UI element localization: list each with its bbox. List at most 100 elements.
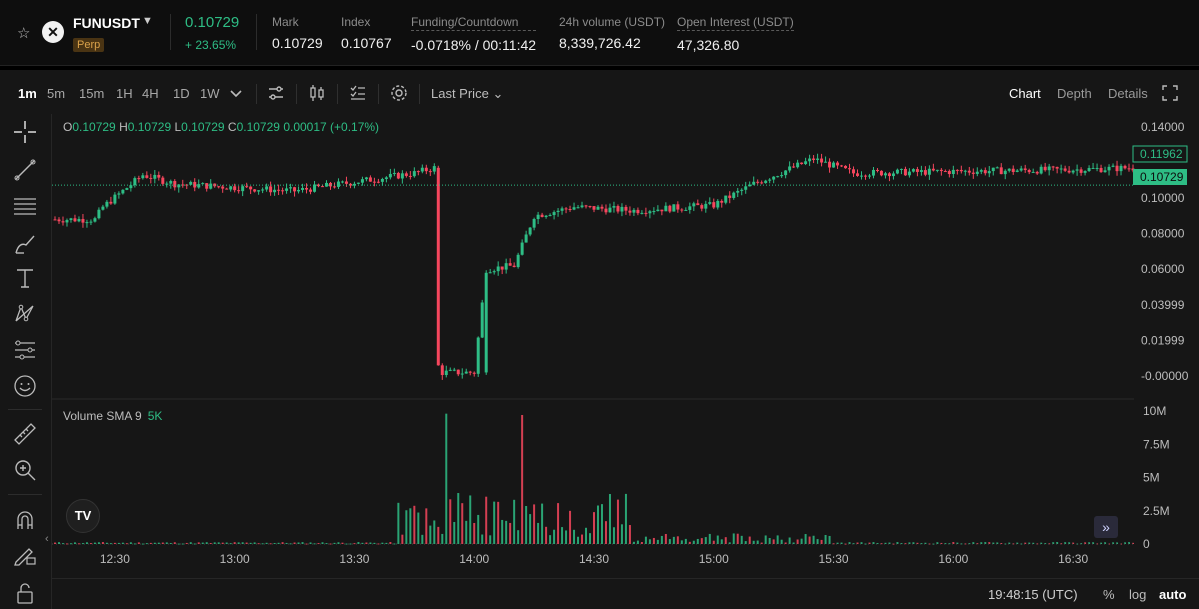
volume-bar bbox=[361, 542, 364, 544]
time-tick-label: 13:00 bbox=[220, 552, 250, 566]
candle-body bbox=[672, 204, 676, 212]
volume-bar bbox=[964, 543, 967, 545]
scroll-to-realtime-button[interactable]: » bbox=[1094, 516, 1118, 538]
price-chart[interactable]: 0.14000 0.10000 0.08000 0.06000 0.03999 0.019… bbox=[0, 114, 1199, 578]
pattern-icon[interactable] bbox=[12, 301, 38, 327]
tradingview-logo[interactable]: TV bbox=[66, 499, 100, 533]
favorite-star-icon[interactable]: ☆ bbox=[17, 25, 31, 42]
symbol-name[interactable]: FUNUSDT bbox=[73, 15, 140, 31]
candle-body bbox=[289, 187, 293, 189]
horizontal-lines-icon[interactable] bbox=[12, 193, 38, 219]
volume-bar bbox=[125, 543, 128, 545]
stat-open-interest[interactable]: Open Interest (USDT) 47,326.80 bbox=[677, 15, 794, 53]
price-source-select[interactable]: Last Price ⌄ bbox=[431, 86, 503, 102]
trend-line-icon[interactable] bbox=[12, 157, 38, 183]
candle-body bbox=[1087, 168, 1091, 172]
volume-bar bbox=[896, 542, 899, 544]
timeframe-1d[interactable]: 1D bbox=[173, 86, 190, 101]
ohlc-open-key: O bbox=[63, 120, 73, 134]
unlock-icon[interactable] bbox=[12, 580, 38, 606]
percent-scale-toggle[interactable]: % bbox=[1103, 587, 1115, 602]
volume-bar bbox=[1104, 542, 1107, 544]
volume-bar bbox=[656, 539, 659, 544]
volume-bar bbox=[89, 543, 92, 545]
candle-body bbox=[169, 181, 173, 184]
candle-body bbox=[867, 175, 871, 177]
volume-bar bbox=[145, 543, 148, 545]
volume-bar bbox=[912, 542, 915, 544]
candle-body bbox=[1019, 168, 1023, 171]
collapse-sidebar-icon[interactable]: ‹ bbox=[45, 533, 49, 545]
tab-details[interactable]: Details bbox=[1108, 86, 1148, 101]
volume-bar bbox=[984, 542, 987, 544]
volume-bar bbox=[593, 512, 595, 544]
volume-bar bbox=[217, 542, 220, 544]
volume-bar bbox=[1076, 543, 1079, 545]
prediction-icon[interactable] bbox=[12, 337, 38, 363]
candle-body bbox=[261, 189, 265, 191]
tab-chart[interactable]: Chart bbox=[1009, 86, 1041, 101]
ohlc-close: 0.10729 bbox=[236, 120, 280, 134]
stat-label: Index bbox=[341, 15, 371, 29]
text-tool-icon[interactable] bbox=[12, 265, 38, 291]
indicators-icon[interactable] bbox=[266, 83, 286, 103]
emoji-icon[interactable] bbox=[12, 373, 38, 399]
volume-bar bbox=[712, 540, 715, 544]
candle-body bbox=[137, 178, 141, 180]
candle-body bbox=[943, 171, 947, 173]
toolbar-separator bbox=[419, 84, 420, 104]
volume-bar bbox=[960, 543, 963, 545]
candle-body bbox=[696, 203, 700, 206]
drawing-tools-sidebar bbox=[0, 114, 52, 609]
volume-bar bbox=[57, 542, 60, 544]
more-timeframes-chevron-icon[interactable] bbox=[226, 83, 246, 103]
volume-bar bbox=[1088, 542, 1091, 544]
volume-bar bbox=[385, 542, 388, 544]
brush-icon[interactable] bbox=[12, 231, 38, 257]
candle-body bbox=[384, 177, 388, 180]
volume-bar bbox=[952, 542, 955, 544]
candle-body bbox=[624, 206, 628, 211]
volume-bar bbox=[864, 543, 867, 545]
magnet-icon[interactable] bbox=[12, 507, 38, 533]
volume-bar bbox=[73, 542, 76, 544]
volume-bar bbox=[161, 542, 164, 544]
volume-bar bbox=[1052, 542, 1055, 544]
candle-body bbox=[700, 205, 704, 209]
candle-body bbox=[716, 200, 720, 208]
ohlc-open: 0.10729 bbox=[72, 120, 116, 134]
fullscreen-icon[interactable] bbox=[1160, 83, 1180, 103]
ruler-icon[interactable] bbox=[12, 421, 38, 447]
timeframe-1w[interactable]: 1W bbox=[200, 86, 220, 101]
candle-body bbox=[428, 171, 432, 173]
volume-bar bbox=[664, 533, 667, 544]
volume-bar bbox=[816, 539, 819, 544]
log-scale-toggle[interactable]: log bbox=[1129, 587, 1147, 602]
candle-body bbox=[257, 190, 261, 192]
timeframe-15m[interactable]: 15m bbox=[79, 86, 105, 101]
timeframe-4h[interactable]: 4H bbox=[142, 86, 159, 101]
auto-scale-toggle[interactable]: auto bbox=[1159, 587, 1187, 602]
symbol-dropdown-icon[interactable]: ▼ bbox=[142, 15, 153, 27]
candle-type-icon[interactable] bbox=[307, 83, 327, 103]
volume-bar bbox=[54, 542, 56, 544]
volume-bar bbox=[828, 535, 831, 544]
lock-drawings-pencil-icon[interactable] bbox=[12, 542, 38, 568]
candle-body bbox=[907, 171, 911, 176]
candle-body bbox=[979, 170, 983, 172]
volume-bar bbox=[393, 543, 396, 545]
timeframe-5m[interactable]: 5m bbox=[47, 86, 66, 101]
chevron-down-icon: ⌄ bbox=[492, 86, 504, 101]
candle-body bbox=[165, 183, 169, 185]
settings-gear-icon[interactable] bbox=[389, 83, 409, 103]
timeframe-1h[interactable]: 1H bbox=[116, 86, 133, 101]
zoom-in-icon[interactable] bbox=[12, 457, 38, 483]
templates-icon[interactable] bbox=[348, 83, 368, 103]
crosshair-icon[interactable] bbox=[12, 119, 38, 145]
candle-body bbox=[277, 189, 281, 191]
candle-body bbox=[61, 221, 65, 223]
candle-body bbox=[113, 194, 117, 204]
timeframe-1m[interactable]: 1m bbox=[18, 86, 37, 101]
stat-funding[interactable]: Funding/Countdown -0.0718% / 00:11:42 bbox=[411, 15, 537, 53]
tab-depth[interactable]: Depth bbox=[1057, 86, 1092, 101]
